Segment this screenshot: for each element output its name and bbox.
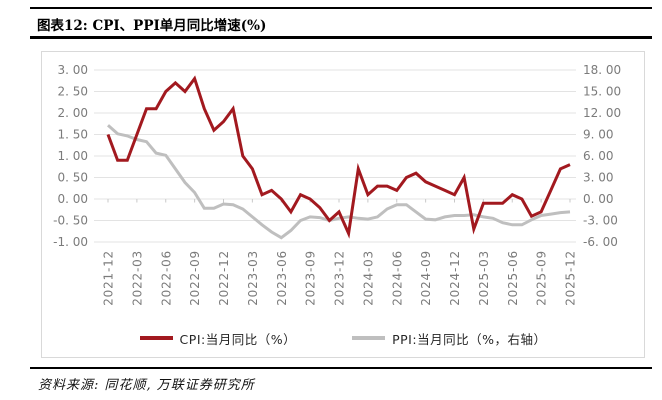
- x-axis-label: 2023-06: [275, 250, 289, 306]
- footer-divider: [30, 367, 652, 369]
- x-axis-label: 2022-09: [188, 250, 202, 306]
- ppi-line: [106, 124, 571, 240]
- x-axis-label: 2024-12: [448, 250, 462, 306]
- y-axis-label-right: 15. 00: [583, 85, 621, 99]
- legend-item-cpi: CPI:当月同比（%）: [139, 329, 297, 348]
- x-axis-label: 2024-03: [361, 250, 375, 306]
- y-axis-label-left: 0. 00: [57, 192, 88, 206]
- x-axis-label: 2025-03: [477, 250, 491, 306]
- y-axis-label-left: -1. 00: [53, 235, 88, 249]
- x-axis-label: 2023-03: [246, 250, 260, 306]
- x-axis-label: 2022-12: [217, 250, 231, 306]
- x-axis-label: 2025-12: [564, 250, 578, 306]
- y-axis-label-left: 0. 50: [57, 171, 88, 185]
- x-axis-label: 2022-03: [130, 250, 144, 306]
- y-axis-label-left: 2. 50: [57, 85, 88, 99]
- x-axis-label: 2022-06: [159, 250, 173, 306]
- x-axis-label: 2024-09: [419, 250, 433, 306]
- ppi-line-swatch: [352, 336, 386, 340]
- legend-item-ppi: PPI:当月同比（%，右轴）: [352, 329, 546, 348]
- y-axis-label-right: -6. 00: [583, 235, 618, 249]
- y-axis-label-right: 18. 00: [583, 63, 621, 77]
- y-axis-label-left: 1. 50: [57, 128, 88, 142]
- source-note: 资料来源: 同花顺, 万联证券研究所: [38, 378, 255, 393]
- x-axis-label: 2023-09: [304, 250, 318, 306]
- y-axis-label-right: -3. 00: [583, 214, 618, 228]
- chart-legend: CPI:当月同比（%） PPI:当月同比（%，右轴）: [42, 320, 644, 356]
- y-axis-label-right: 0. 00: [583, 192, 614, 206]
- y-axis-label-right: 9. 00: [583, 128, 614, 142]
- chart-svg: 3. 00 18. 00 2. 50 15. 00 2. 00 12. 00 1. 50 9.…: [53, 63, 621, 306]
- y-axis-label-right: 12. 00: [583, 106, 621, 120]
- y-axis-label-right: 3. 00: [583, 171, 614, 185]
- y-axis-label-right: 6. 00: [583, 149, 614, 163]
- y-axis-label-left: 2. 00: [57, 106, 88, 120]
- x-axis-label: 2021-12: [102, 250, 116, 306]
- x-axis-label: 2025-06: [506, 250, 520, 306]
- y-axis-label-left: -0. 50: [53, 214, 88, 228]
- legend-label-ppi: PPI:当月同比（%，右轴）: [392, 331, 547, 347]
- legend-label-cpi: CPI:当月同比（%）: [179, 331, 297, 347]
- figure-title: 图表12: CPI、PPI单月同比增速(%): [37, 18, 267, 34]
- top-divider: [30, 7, 652, 9]
- cpi-line: [106, 75, 571, 239]
- title-divider: [30, 36, 652, 39]
- x-axis-label: 2025-09: [535, 250, 549, 306]
- chart-container: 3. 00 18. 00 2. 50 15. 00 2. 00 12. 00 1. 50 9.…: [41, 51, 645, 358]
- x-axis-label: 2023-12: [333, 250, 347, 306]
- y-axis-label-left: 3. 00: [57, 63, 88, 77]
- x-axis-label: 2024-06: [390, 250, 404, 306]
- y-axis-label-left: 1. 00: [57, 149, 88, 163]
- cpi-line-swatch: [139, 336, 173, 340]
